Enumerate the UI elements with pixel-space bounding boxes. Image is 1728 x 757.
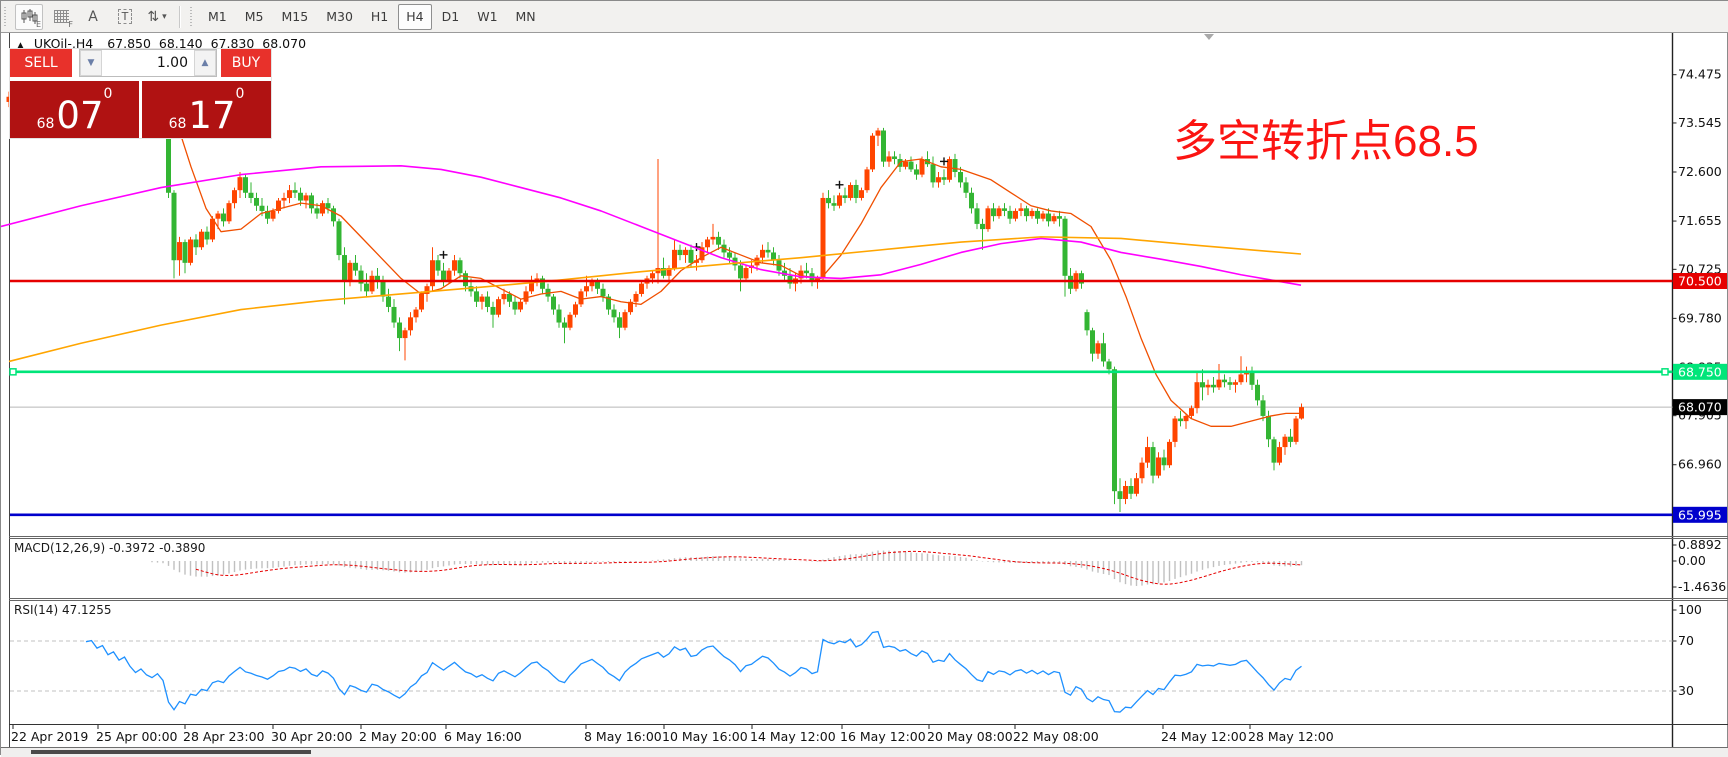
svg-text:30: 30 (1678, 683, 1694, 698)
timeframe-mn[interactable]: MN (515, 9, 536, 24)
ea-chart-icon[interactable]: E (15, 3, 43, 30)
time-axis[interactable]: 22 Apr 2019 25 Apr 00:00 28 Apr 23:00 30 Ap… (11, 725, 1334, 744)
volume-input[interactable]: 1.00 (102, 50, 194, 76)
timeframe-m15[interactable]: M15 (281, 9, 309, 24)
svg-text:20 May 08:00: 20 May 08:00 (927, 729, 1013, 744)
buy-price-prefix: 68 (168, 116, 187, 132)
horizontal-lines[interactable] (9, 279, 1673, 517)
sell-price[interactable]: 68 07 0 (10, 81, 139, 138)
svg-text:16 May 12:00: 16 May 12:00 (840, 729, 926, 744)
timeframe-buttons: M1 M5 M15 M30 H1 H4 D1 W1 MN (199, 3, 545, 30)
svg-text:68.070: 68.070 (1678, 400, 1722, 415)
buy-price[interactable]: 68 17 0 (142, 81, 271, 138)
ohlc-high: 68.140 (158, 36, 203, 51)
timeframe-h4[interactable]: H4 (398, 3, 432, 30)
macd-histogram (151, 550, 1303, 586)
svg-text:-1.4636: -1.4636 (1678, 579, 1726, 594)
text-label-icon[interactable]: A (88, 8, 98, 25)
timeframe-m5[interactable]: M5 (244, 9, 264, 24)
svg-text:6 May 16:00: 6 May 16:00 (444, 729, 522, 744)
volume-increase-icon[interactable]: ▲ (194, 50, 216, 76)
sell-price-big: 07 (56, 94, 104, 137)
chevron-down-icon[interactable]: ▾ (162, 11, 167, 22)
rsi-line (85, 630, 1302, 713)
timeframe-d1[interactable]: D1 (441, 9, 460, 24)
text-box-icon[interactable]: T (111, 4, 139, 30)
svg-text:28 Apr 23:00: 28 Apr 23:00 (183, 729, 265, 744)
timeframe-m1[interactable]: M1 (208, 9, 227, 24)
volume-decrease-icon[interactable]: ▼ (80, 50, 102, 76)
svg-text:10 May 16:00: 10 May 16:00 (662, 729, 748, 744)
ohlc-open: 67.850 (107, 36, 151, 51)
svg-text:74.475: 74.475 (1678, 67, 1722, 82)
ma-orange-line[interactable] (8, 236, 1302, 363)
ma-fast-line[interactable] (8, 57, 1301, 427)
one-click-trading-panel: SELL ▼ 1.00 ▲ BUY 68 07 0 68 17 0 (10, 49, 271, 138)
ohlc-close: 68.070 (262, 36, 307, 51)
support-line-68750-handle[interactable] (1661, 368, 1669, 376)
grid-icon[interactable]: F (47, 4, 75, 30)
svg-text:24 May 12:00: 24 May 12:00 (1161, 729, 1247, 744)
svg-text:0.8892: 0.8892 (1678, 537, 1722, 552)
buy-button[interactable]: BUY (221, 49, 271, 77)
buy-price-sup: 0 (235, 86, 245, 102)
svg-text:30 Apr 20:00: 30 Apr 20:00 (271, 729, 353, 744)
chart-title: ▲ UKOil-,H4 67.850 68.140 67.830 68.070 (17, 36, 306, 51)
svg-text:70: 70 (1678, 633, 1694, 648)
timeframe-m30[interactable]: M30 (326, 9, 353, 24)
price-badges: 70.500 68.750 68.070 65.995 (1673, 273, 1727, 523)
svg-text:65.995: 65.995 (1678, 507, 1722, 522)
toolbar-grip-2[interactable] (190, 6, 195, 27)
ohlc-low: 67.830 (210, 36, 255, 51)
scrollbar-thumb[interactable] (31, 750, 311, 754)
collapse-icon[interactable]: ▲ (17, 41, 24, 51)
svg-text:71.655: 71.655 (1678, 213, 1722, 228)
svg-text:28 May 12:00: 28 May 12:00 (1248, 729, 1334, 744)
rsi-indicator-label: RSI(14) 47.1255 (14, 603, 112, 617)
macd-signal-line (195, 550, 1302, 585)
toolbar-separator (179, 5, 181, 28)
svg-text:22 Apr 2019: 22 Apr 2019 (11, 729, 88, 744)
svg-text:66.960: 66.960 (1678, 457, 1722, 472)
bottom-scrollbar[interactable] (1, 747, 1728, 757)
sort-arrows-icon[interactable]: ⇅ ▾ (147, 8, 167, 25)
svg-text:14 May 12:00: 14 May 12:00 (750, 729, 836, 744)
toolbar-grip[interactable] (4, 6, 9, 27)
svg-text:0.00: 0.00 (1678, 553, 1706, 568)
volume-stepper: ▼ 1.00 ▲ (79, 49, 217, 77)
chart-annotation-text[interactable]: 多空转折点68.5 (1173, 117, 1479, 166)
svg-text:70.725: 70.725 (1678, 261, 1722, 276)
svg-text:68.750: 68.750 (1678, 364, 1722, 379)
timeframe-h1[interactable]: H1 (370, 9, 389, 24)
price-axis[interactable]: 74.47573.54572.60071.65570.72569.78068.8… (1672, 67, 1727, 698)
svg-text:25 Apr 00:00: 25 Apr 00:00 (96, 729, 178, 744)
support-line-68750-handle[interactable] (9, 368, 17, 376)
svg-text:8 May 16:00: 8 May 16:00 (584, 729, 662, 744)
candlestick-glyph (21, 9, 37, 24)
sell-button[interactable]: SELL (10, 49, 72, 77)
svg-text:72.600: 72.600 (1678, 164, 1722, 179)
shift-marker-icon[interactable] (1204, 34, 1214, 40)
macd-indicator-label: MACD(12,26,9) -0.3972 -0.3890 (14, 541, 206, 555)
doji-marks (439, 157, 948, 259)
svg-text:70.500: 70.500 (1678, 274, 1722, 289)
buy-price-big: 17 (188, 94, 236, 137)
svg-text:100: 100 (1678, 602, 1702, 617)
timeframe-w1[interactable]: W1 (477, 9, 498, 24)
toolbar: E F A T ⇅ ▾ M1 M5 M15 M30 H1 H4 D1 W1 MN (1, 1, 1728, 33)
symbol-name: UKOil-,H4 (33, 36, 94, 51)
svg-text:2 May 20:00: 2 May 20:00 (359, 729, 437, 744)
ma-magenta-line[interactable] (1, 164, 1302, 286)
sell-price-sup: 0 (103, 86, 113, 102)
svg-text:69.780: 69.780 (1678, 310, 1722, 325)
svg-text:73.545: 73.545 (1678, 115, 1722, 130)
svg-text:22 May 08:00: 22 May 08:00 (1013, 729, 1099, 744)
sell-price-prefix: 68 (36, 116, 55, 132)
